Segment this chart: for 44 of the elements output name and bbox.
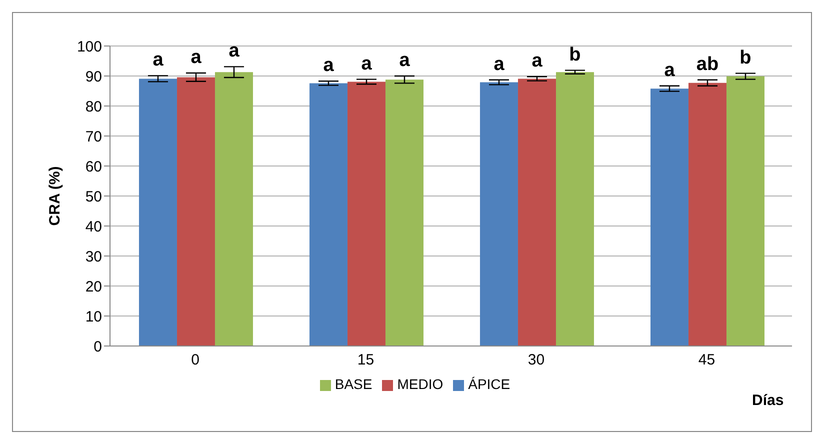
x-axis-title: Días <box>752 392 784 409</box>
data-label: a <box>152 50 164 71</box>
legend-label: MEDIO <box>397 376 444 392</box>
legend-label: ÁPICE <box>468 376 510 392</box>
bar <box>518 78 556 346</box>
x-tick-label: 0 <box>191 352 200 369</box>
data-label: a <box>361 53 372 74</box>
y-tick-label: 80 <box>85 98 102 116</box>
data-label: a <box>399 50 410 71</box>
data-label: a <box>323 55 334 76</box>
bar <box>138 78 177 346</box>
bar <box>214 72 253 346</box>
data-label: a <box>532 50 543 72</box>
bar <box>556 72 594 346</box>
data-label: a <box>190 47 202 68</box>
y-tick-label: 20 <box>85 278 102 296</box>
x-tick-label: 30 <box>528 352 545 369</box>
y-tick-label: 10 <box>85 308 102 326</box>
y-tick-label: 100 <box>76 38 102 56</box>
bar <box>726 76 764 346</box>
legend-label: BASE <box>334 376 372 392</box>
data-label: a <box>494 54 505 75</box>
data-label: b <box>569 44 581 66</box>
y-tick-label: 0 <box>94 338 102 356</box>
x-tick-label: 45 <box>698 352 716 369</box>
y-tick-label: 40 <box>85 218 102 236</box>
bar <box>385 80 424 346</box>
data-label: a <box>228 40 240 62</box>
data-label: ab <box>696 54 719 75</box>
y-tick-label: 30 <box>85 248 102 266</box>
data-label: b <box>740 47 752 68</box>
bar <box>347 82 386 346</box>
y-tick-label: 60 <box>85 158 102 176</box>
x-tick-label: 15 <box>357 352 374 369</box>
bar <box>480 82 518 346</box>
bar <box>650 88 688 346</box>
bar <box>688 82 726 346</box>
bar <box>176 77 215 346</box>
y-tick-label: 70 <box>85 128 102 146</box>
bar <box>309 83 348 346</box>
data-label: a <box>664 60 676 81</box>
y-tick-label: 90 <box>85 68 102 86</box>
y-axis-title: CRA (%) <box>46 166 64 226</box>
y-tick-label: 50 <box>85 188 102 206</box>
